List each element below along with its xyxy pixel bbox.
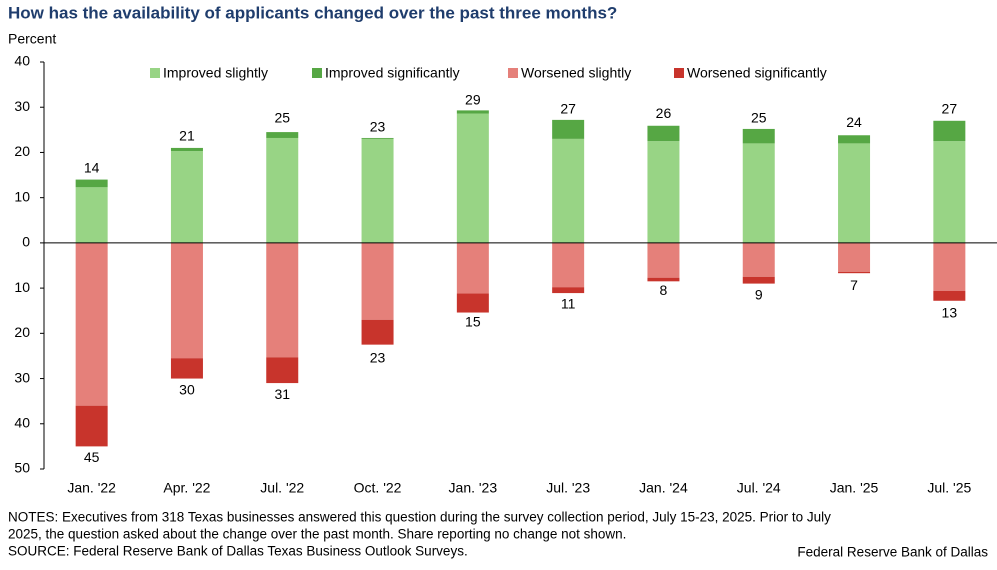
- y-tick-label: 30: [14, 98, 30, 114]
- legend-swatch: [150, 68, 160, 78]
- total-label: 25: [274, 110, 290, 126]
- total-label: 23: [370, 119, 386, 135]
- y-tick-label: 20: [14, 143, 30, 159]
- y-tick-label: 50: [14, 460, 30, 476]
- total-label: 21: [179, 128, 195, 144]
- total-label: 27: [942, 100, 958, 116]
- y-tick-label: 40: [14, 414, 30, 430]
- bar-segment: [361, 242, 394, 320]
- note: 2025, the question asked about the chang…: [8, 527, 626, 542]
- bar-segment: [456, 242, 489, 294]
- total-label: 15: [465, 313, 481, 329]
- bar-segment: [933, 290, 966, 301]
- x-tick-label: Oct. '22: [354, 480, 402, 496]
- bar-segment: [75, 179, 108, 188]
- bar-segment: [75, 187, 108, 243]
- bar-segment: [647, 125, 680, 142]
- bar-segment: [647, 242, 680, 278]
- y-tick-label: 10: [14, 188, 30, 204]
- total-label: 11: [561, 295, 576, 311]
- x-tick-label: Jul. '23: [546, 480, 590, 496]
- bar-segment: [742, 242, 775, 277]
- total-label: 7: [850, 277, 858, 293]
- total-label: 26: [656, 105, 672, 121]
- bar-segment: [266, 357, 299, 384]
- bar-segment: [742, 276, 775, 284]
- y-tick-label: 30: [14, 369, 30, 385]
- legend-label: Improved significantly: [325, 65, 460, 81]
- bar-segment: [552, 119, 585, 139]
- legend-swatch: [312, 68, 322, 78]
- bar-segment: [552, 242, 585, 288]
- bar-segment: [647, 141, 680, 243]
- bar-segment: [75, 242, 108, 406]
- bar-segment: [170, 242, 203, 359]
- bar-segment: [456, 110, 489, 114]
- y-tick-label: 0: [22, 234, 30, 250]
- y-tick-label: 20: [14, 324, 30, 340]
- bar-segment: [552, 287, 585, 294]
- total-label: 27: [560, 100, 576, 116]
- bar-segment: [456, 113, 489, 243]
- legend-label: Improved slightly: [163, 65, 268, 81]
- bar-segment: [933, 242, 966, 291]
- credit: Federal Reserve Bank of Dallas: [797, 545, 988, 560]
- x-tick-label: Jan. '22: [67, 480, 116, 496]
- bar-segment: [266, 242, 299, 358]
- note: NOTES: Executives from 318 Texas busines…: [8, 510, 831, 525]
- total-label: 30: [179, 381, 195, 397]
- total-label: 8: [660, 282, 668, 298]
- y-tick-label: 10: [14, 279, 30, 295]
- total-label: 24: [846, 114, 862, 130]
- bar-segment: [838, 242, 871, 272]
- bar-segment: [838, 143, 871, 243]
- total-label: 25: [751, 110, 767, 126]
- bar-segment: [170, 151, 203, 243]
- bar-segment: [552, 138, 585, 243]
- total-label: 29: [465, 91, 481, 107]
- chart-title: How has the availability of applicants c…: [8, 3, 617, 22]
- bar-segment: [742, 143, 775, 243]
- bar-segment: [647, 277, 680, 282]
- x-tick-label: Jan. '25: [830, 480, 879, 496]
- bar-segment: [170, 358, 203, 379]
- x-tick-label: Jan. '24: [639, 480, 688, 496]
- y-tick-label: 40: [14, 53, 30, 69]
- bar-segment: [266, 132, 299, 138]
- total-label: 9: [755, 286, 763, 302]
- bar-segment: [266, 137, 299, 243]
- y-axis-label: Percent: [8, 31, 56, 47]
- x-tick-label: Apr. '22: [163, 480, 210, 496]
- bar-segment: [456, 293, 489, 313]
- x-tick-label: Jan. '23: [449, 480, 498, 496]
- total-label: 45: [84, 449, 100, 465]
- bar-segment: [361, 137, 394, 139]
- note: SOURCE: Federal Reserve Bank of Dallas T…: [8, 544, 468, 559]
- bar-segment: [933, 141, 966, 243]
- total-label: 23: [370, 350, 386, 366]
- total-label: 31: [274, 386, 290, 402]
- bar-segment: [933, 120, 966, 142]
- bar-segment: [838, 135, 871, 144]
- bar-segment: [170, 147, 203, 152]
- total-label: 14: [84, 159, 100, 175]
- x-tick-label: Jul. '22: [260, 480, 304, 496]
- bar-segment: [361, 319, 394, 345]
- legend-label: Worsened significantly: [687, 65, 827, 81]
- x-tick-label: Jul. '25: [927, 480, 971, 496]
- x-tick-label: Jul. '24: [737, 480, 781, 496]
- bar-segment: [75, 405, 108, 447]
- total-label: 13: [942, 304, 958, 320]
- bar-segment: [361, 138, 394, 243]
- bar-segment: [838, 271, 871, 274]
- legend-swatch: [508, 68, 518, 78]
- legend-swatch: [674, 68, 684, 78]
- bar-segment: [742, 128, 775, 144]
- legend-label: Worsened slightly: [521, 65, 631, 81]
